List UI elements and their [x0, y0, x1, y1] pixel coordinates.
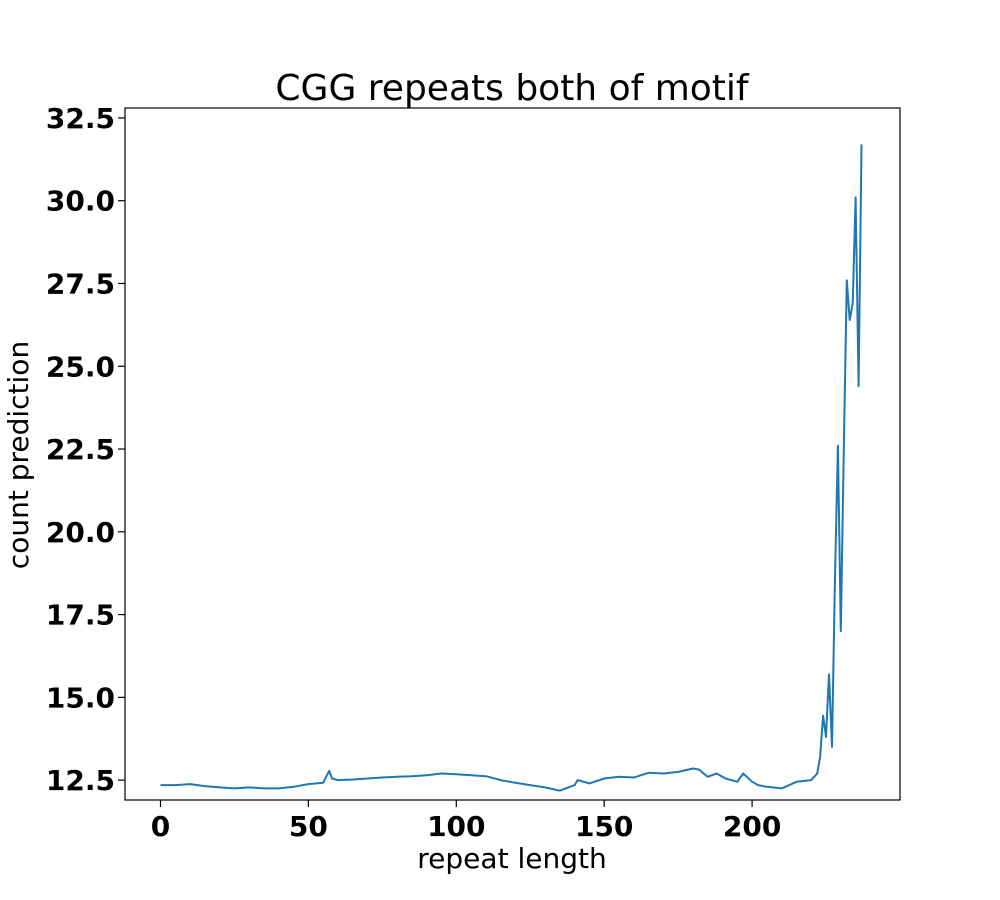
chart-title: CGG repeats both of motif [275, 68, 750, 109]
x-tick-label: 50 [289, 810, 328, 843]
series-line-0 [160, 144, 863, 792]
x-axis-label: repeat length [417, 842, 606, 875]
plot-area: 0 50 100 150 200 12.5 15.0 17.5 20.0 22.5 25.0 27.5… [46, 102, 863, 843]
y-tick-label: 25.0 [46, 350, 115, 383]
y-tick-label: 12.5 [46, 764, 115, 797]
y-tick-label: 22.5 [46, 433, 115, 466]
x-tick-label: 150 [575, 810, 633, 843]
y-tick-label: 17.5 [46, 599, 115, 632]
y-tick-label: 20.0 [46, 516, 115, 549]
y-tick-label: 32.5 [46, 102, 115, 135]
x-tick-label: 0 [151, 810, 170, 843]
plot-frame [124, 107, 901, 801]
y-axis-label: count prediction [2, 341, 35, 569]
x-tick-label: 200 [723, 810, 781, 843]
x-tick-label: 100 [427, 810, 485, 843]
y-tick-label: 15.0 [46, 681, 115, 714]
y-tick-label: 30.0 [46, 185, 115, 218]
y-tick-label: 27.5 [46, 267, 115, 300]
